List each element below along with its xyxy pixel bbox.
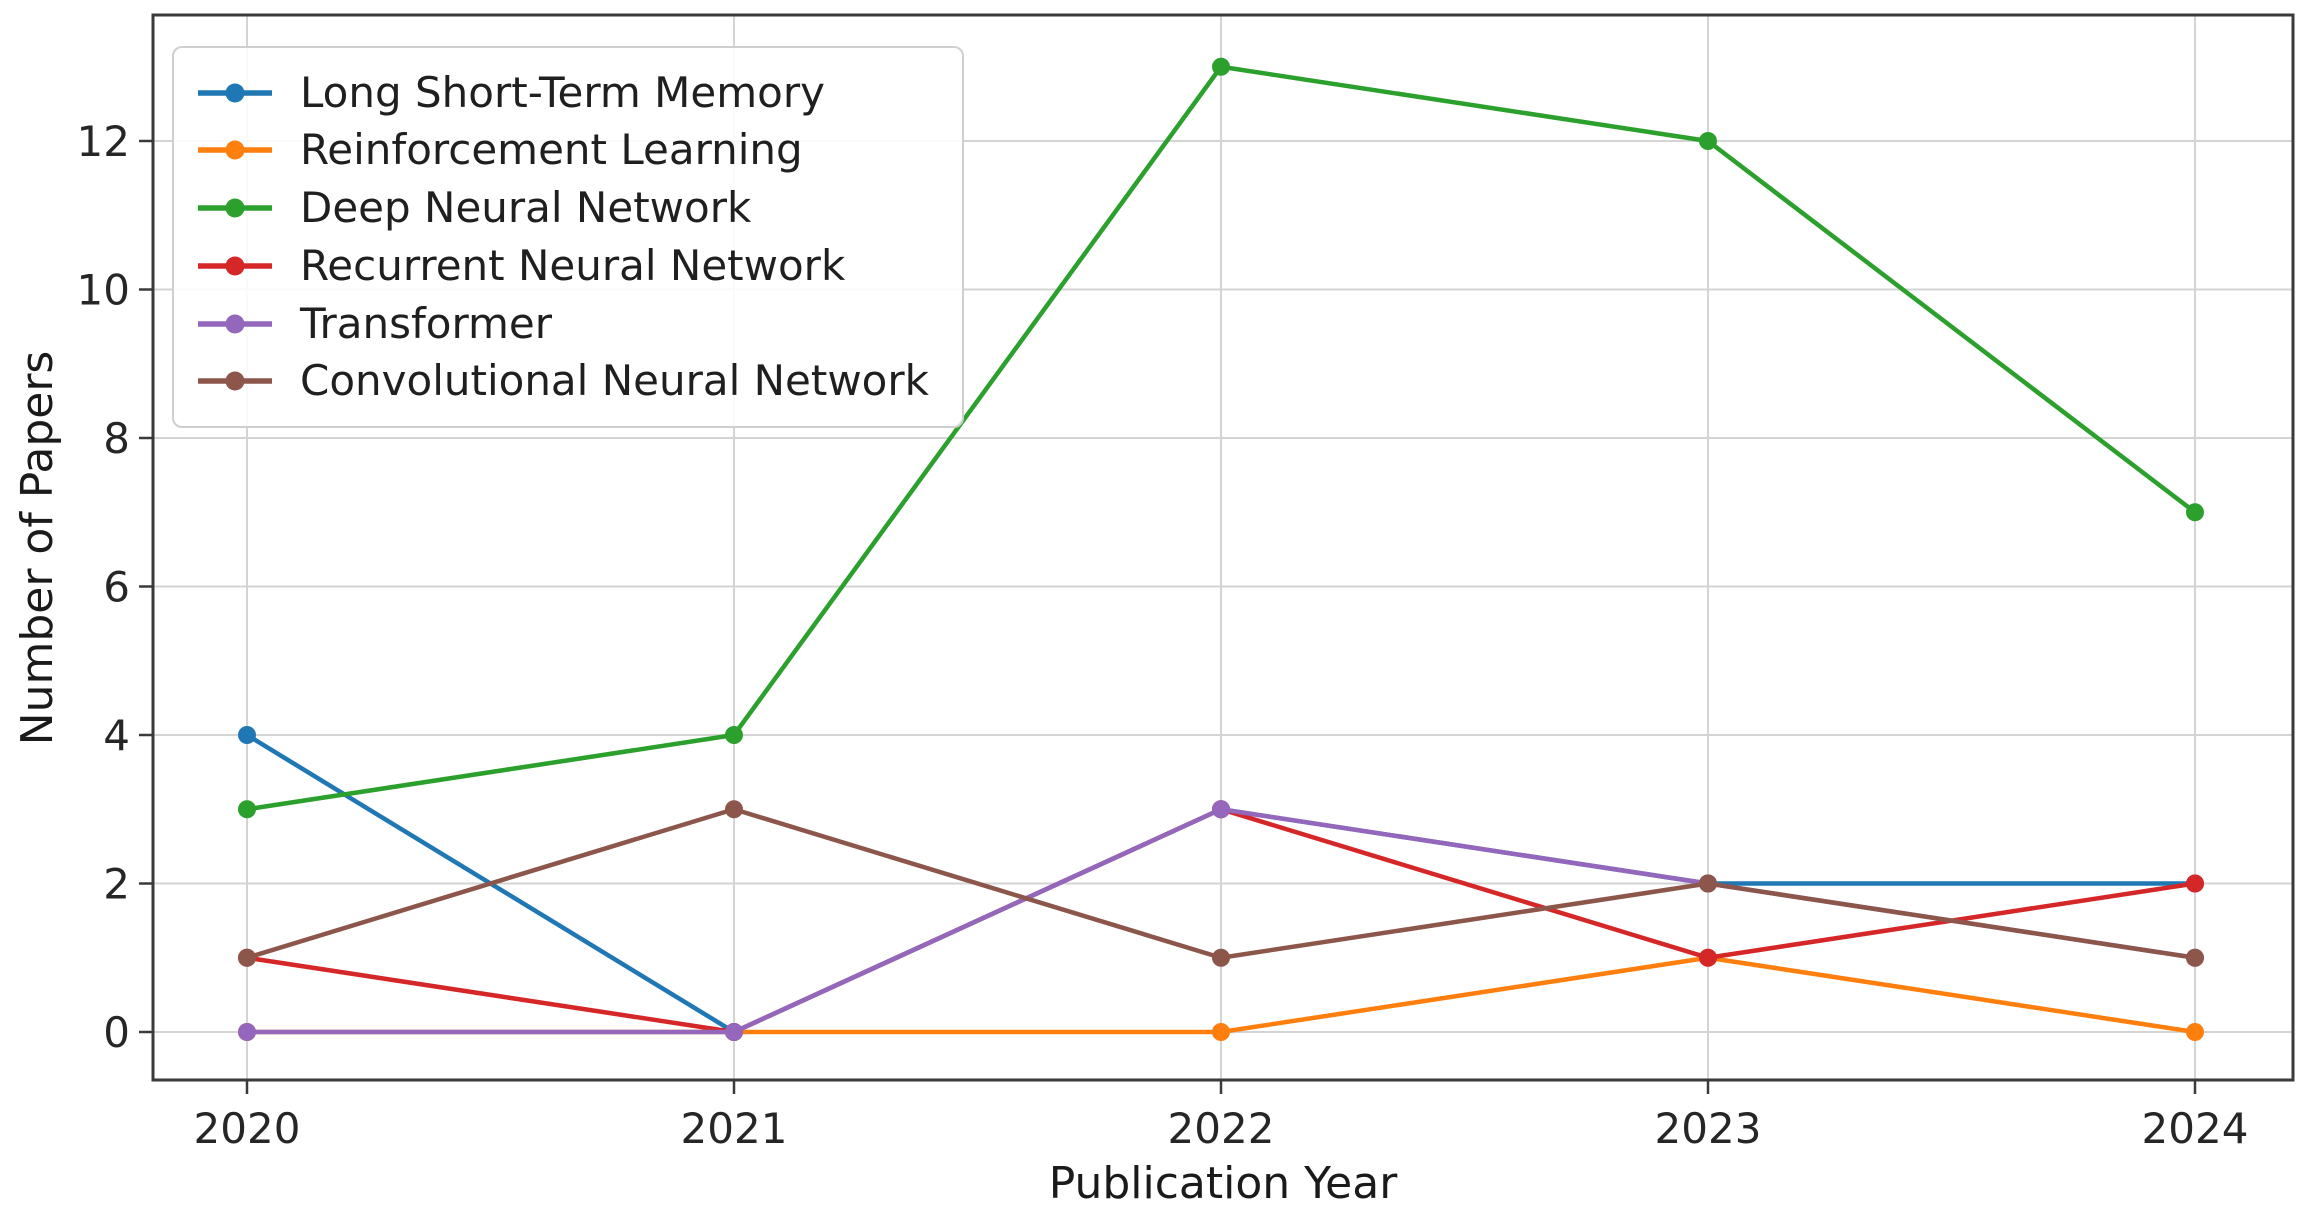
legend-item-transformer: Transformer	[196, 298, 940, 348]
legend-label: Deep Neural Network	[300, 183, 752, 233]
legend-item-convolutional-neural-network: Convolutional Neural Network	[196, 360, 940, 402]
legend-line-sample	[198, 371, 272, 391]
data-point-transformer-2021	[725, 1023, 743, 1041]
y-tick-label-6: 6	[103, 563, 130, 612]
y-tick-label-8: 8	[103, 414, 130, 463]
data-point-deep-neural-network-2020	[238, 800, 256, 819]
plot-frame	[151, 13, 2295, 1082]
legend-label: Long Short-Term Memory	[300, 67, 825, 117]
legend-item-deep-neural-network: Deep Neural Network	[196, 187, 940, 229]
legend-label: Recurrent Neural Network	[300, 240, 846, 290]
data-point-deep-neural-network-2022	[1212, 57, 1230, 76]
data-point-convolutional-neural-network-2022	[1212, 948, 1230, 967]
legend-label: Reinforcement Learning	[300, 125, 803, 175]
x-tick-label-2020: 2020	[194, 1104, 301, 1153]
series-layer	[238, 57, 2204, 1041]
data-point-transformer-2022	[1212, 800, 1230, 819]
legend-line-sample	[198, 256, 272, 276]
data-point-long-short-term-memory-2020	[238, 726, 256, 744]
legend-sample-marker	[225, 198, 245, 218]
data-point-convolutional-neural-network-2024	[2186, 948, 2204, 967]
legend-sample-marker	[225, 371, 245, 391]
legend-line-sample	[198, 83, 272, 103]
legend-line-sample	[198, 314, 272, 334]
data-point-reinforcement-learning-2024	[2186, 1023, 2204, 1041]
legend-item-reinforcement-learning: Reinforcement Learning	[196, 129, 940, 171]
data-point-deep-neural-network-2023	[1699, 132, 1717, 150]
legend-sample-marker	[225, 314, 245, 334]
legend-sample-marker	[225, 83, 245, 103]
data-point-transformer-2020	[238, 1023, 256, 1041]
data-point-recurrent-neural-network-2024	[2186, 874, 2204, 893]
y-axis-label: Number of Papers	[12, 351, 63, 746]
y-tick-label-2: 2	[103, 860, 130, 909]
data-point-recurrent-neural-network-2023	[1699, 948, 1717, 967]
data-point-convolutional-neural-network-2023	[1699, 874, 1717, 893]
data-point-deep-neural-network-2024	[2186, 503, 2204, 522]
data-point-reinforcement-learning-2022	[1212, 1023, 1230, 1041]
data-point-deep-neural-network-2021	[725, 726, 743, 744]
data-point-convolutional-neural-network-2020	[238, 948, 256, 967]
legend: Long Short-Term Memory Reinforcement Lear…	[172, 46, 964, 428]
legend-sample-marker	[225, 140, 245, 160]
x-axis-label: Publication Year	[1049, 1158, 1399, 1208]
legend-item-recurrent-neural-network: Recurrent Neural Network	[196, 240, 940, 290]
y-tick-label-10: 10	[77, 266, 130, 315]
y-tick-label-12: 12	[77, 117, 130, 166]
x-tick-label-2023: 2023	[1655, 1104, 1762, 1153]
legend-label: Convolutional Neural Network	[300, 356, 929, 406]
legend-item-long-short-term-memory: Long Short-Term Memory	[196, 67, 940, 117]
legend-label: Transformer	[300, 298, 553, 348]
x-tick-label-2022: 2022	[1168, 1104, 1275, 1153]
legend-line-sample	[198, 198, 272, 218]
legend-sample-marker	[225, 256, 245, 276]
y-tick-label-0: 0	[103, 1008, 130, 1057]
legend-line-sample	[198, 140, 272, 160]
y-tick-label-4: 4	[103, 711, 130, 760]
tick-layer: 2020 2021 2022 2023 2024 0 2 4 6 8 10 12	[77, 117, 2249, 1153]
data-point-convolutional-neural-network-2021	[725, 800, 743, 819]
x-tick-label-2021: 2021	[681, 1104, 788, 1153]
x-tick-label-2024: 2024	[2142, 1104, 2249, 1153]
